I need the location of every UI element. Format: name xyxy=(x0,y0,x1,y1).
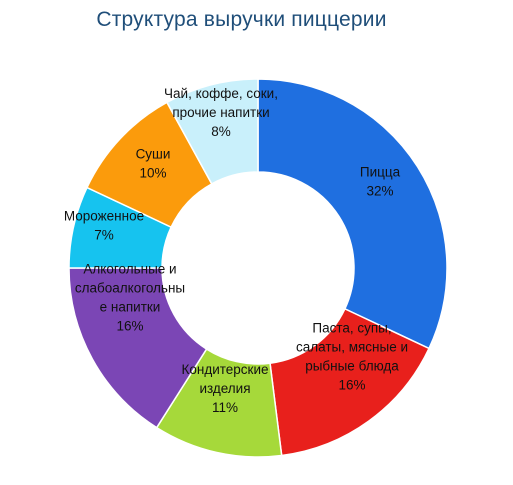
slice-value-label: 10% xyxy=(139,166,166,181)
slice-label-line: Кондитерские xyxy=(182,362,269,377)
chart-title: Структура выручки пиццерии xyxy=(96,8,387,31)
slice-value-label: 32% xyxy=(366,184,393,199)
slice-value-label: 7% xyxy=(94,228,114,243)
slice-label-line: Мороженное xyxy=(64,209,144,224)
slice-label-4: Алкогольные и слабоалкогольны е напитки 16% xyxy=(75,262,185,334)
slice-label-line: Суши xyxy=(136,147,171,162)
slice-label-line: Чай, коффе, соки, xyxy=(164,86,278,101)
donut-slice-7 xyxy=(165,78,259,185)
slice-label-5: Мороженное 7% xyxy=(64,209,144,243)
slice-label-line: Паста, супы, xyxy=(312,321,391,336)
slice-value-label: 16% xyxy=(338,378,365,393)
slice-label-line: изделия xyxy=(199,381,250,396)
slice-value-label: 16% xyxy=(116,319,143,334)
donut-slice-2 xyxy=(269,307,431,457)
donut-slice-1 xyxy=(257,78,448,350)
slice-value-label: 11% xyxy=(212,400,238,415)
slice-label-line: прочие напитки xyxy=(172,105,269,120)
slice-label-1: Пицца 32% xyxy=(360,165,401,199)
labels-group: Пицца 32% Паста, супы, салаты, мясные и рыбн… xyxy=(64,86,408,415)
slices-group xyxy=(68,78,448,458)
slice-label-line: салаты, мясные и xyxy=(296,340,408,355)
slice-label-2: Паста, супы, салаты, мясные и рыбные блюда… xyxy=(296,321,408,393)
slice-label-line: Алкогольные и xyxy=(83,262,176,277)
slice-label-line: е напитки xyxy=(100,300,161,315)
donut-slice-4 xyxy=(68,267,208,429)
slice-label-line: слабоалкогольны xyxy=(75,281,185,296)
slice-label-line: Пицца xyxy=(360,165,401,180)
slice-label-line: рыбные блюда xyxy=(305,359,399,374)
slice-label-3: Кондитерские изделия 11% xyxy=(182,362,269,415)
slice-label-6: Суши 10% xyxy=(136,147,171,181)
slice-label-7: Чай, коффе, соки, прочие напитки 8% xyxy=(164,86,278,139)
slice-value-label: 8% xyxy=(211,124,231,139)
